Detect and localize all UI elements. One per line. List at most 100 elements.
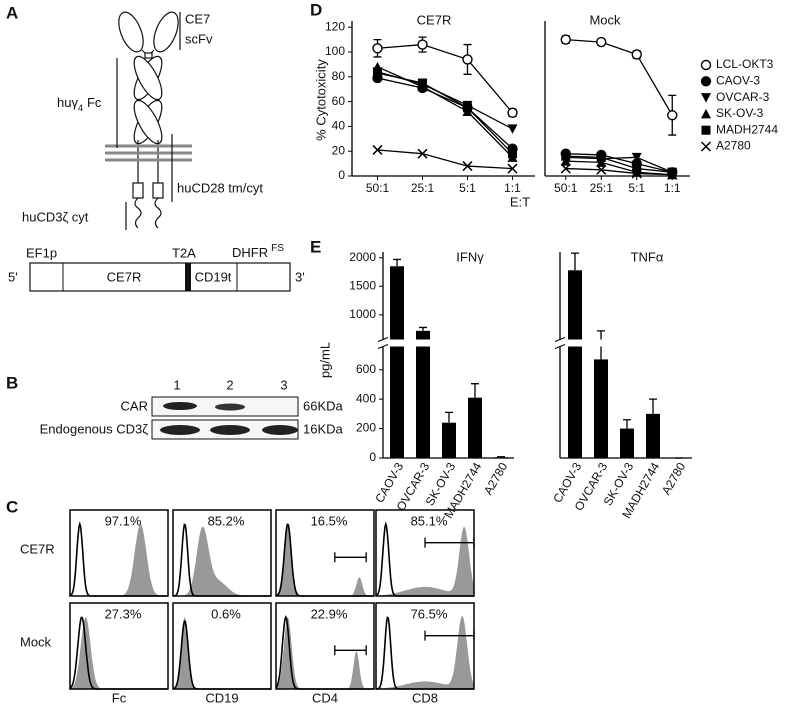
construct-label: T2A xyxy=(172,245,196,260)
marker xyxy=(463,103,472,113)
axis-break xyxy=(554,339,692,347)
error-bar xyxy=(623,419,631,429)
legend-label: MADH2744 xyxy=(716,122,778,136)
marker xyxy=(596,36,607,48)
chart-title: IFNγ xyxy=(456,249,484,264)
y-tick-label: 100 xyxy=(325,44,345,58)
construct-end: 3' xyxy=(295,269,305,284)
error-bar xyxy=(419,326,427,331)
column-label: CD8 xyxy=(412,690,438,705)
marker xyxy=(596,164,607,175)
row-label: CE7R xyxy=(20,541,55,556)
y-tick-label: 200 xyxy=(356,421,376,435)
break-mark xyxy=(377,337,389,349)
y-tick-label: 2000 xyxy=(349,250,376,264)
construct-end: 5' xyxy=(8,269,18,284)
percent: 0.6% xyxy=(211,606,241,621)
bar xyxy=(416,330,430,458)
marker xyxy=(667,167,677,177)
x-axis-label: E:T xyxy=(510,194,530,209)
percent: 85.1% xyxy=(411,513,448,528)
histogram-fill xyxy=(70,524,168,596)
x-tick-label: 5:1 xyxy=(628,181,645,195)
y-tick-label: 400 xyxy=(356,391,376,405)
histogram-fill xyxy=(173,617,271,689)
bar xyxy=(568,270,582,458)
domain-label: huCD28 tm/cyt xyxy=(177,180,263,195)
flow-box xyxy=(69,602,169,690)
x-tick-label: 1:1 xyxy=(664,181,681,195)
histogram-fill xyxy=(376,526,474,596)
blot-row-label: CAR xyxy=(121,398,148,413)
construct-segment: CE7R xyxy=(107,269,142,284)
panel-label: C xyxy=(6,497,18,516)
series-line xyxy=(377,149,513,170)
marker xyxy=(560,163,571,174)
marker xyxy=(507,124,518,134)
y-tick-label: 60 xyxy=(332,94,346,108)
brackets xyxy=(116,12,181,230)
marker xyxy=(667,110,678,121)
row-label: Mock xyxy=(20,634,52,649)
legend-marker xyxy=(700,76,712,87)
series-line xyxy=(377,71,513,130)
x-tick-label: 25:1 xyxy=(411,181,435,195)
chart-title: CE7R xyxy=(417,12,452,27)
marker xyxy=(372,43,383,54)
y-axis-label: pg/mL xyxy=(317,342,332,378)
marker xyxy=(560,34,571,45)
marker xyxy=(372,144,383,155)
legend-marker xyxy=(701,93,711,103)
legend-label: OVCAR-3 xyxy=(716,90,770,104)
panel-label: E xyxy=(310,237,321,256)
flow-box xyxy=(275,602,375,690)
flow-box xyxy=(275,509,375,597)
domain-label: huγ4 Fc xyxy=(57,95,102,113)
legend-marker xyxy=(700,141,712,152)
x-tick-label: 50:1 xyxy=(554,181,578,195)
marker xyxy=(508,149,517,159)
series-line xyxy=(565,155,673,173)
domain-label: CE7 xyxy=(185,11,210,26)
y-tick-label: 1500 xyxy=(349,278,376,292)
error-bar xyxy=(445,411,453,423)
marker xyxy=(632,164,642,174)
bar xyxy=(646,413,660,458)
series-line xyxy=(377,66,513,158)
car-diagram xyxy=(118,11,179,229)
marker xyxy=(631,49,642,60)
legend-label: LCL-OKT3 xyxy=(716,57,774,71)
break-mark xyxy=(554,337,566,349)
marker xyxy=(417,148,428,159)
column-label: CD19 xyxy=(205,690,238,705)
blot-size: 16KDa xyxy=(303,421,344,436)
bar xyxy=(390,266,404,458)
marker xyxy=(596,152,606,162)
label-sup: FS xyxy=(271,243,284,254)
series-line xyxy=(377,77,513,150)
legend-marker xyxy=(700,59,712,71)
percent: 22.9% xyxy=(311,606,348,621)
error-bar xyxy=(571,252,579,271)
label-part: huγ xyxy=(57,95,78,110)
gate xyxy=(334,645,367,656)
histogram-fill xyxy=(173,526,271,596)
construct-label: DHFR FS xyxy=(232,243,284,260)
construct xyxy=(29,262,291,292)
marker xyxy=(417,39,428,50)
series-line xyxy=(565,153,673,173)
error-bar xyxy=(393,258,401,267)
panel-label: A xyxy=(6,3,18,22)
histogram-fill xyxy=(276,617,374,689)
chart-title: TNFα xyxy=(631,249,664,264)
marker xyxy=(507,107,518,118)
label-part: DHFR xyxy=(232,245,268,260)
bar xyxy=(594,359,608,458)
error-bar xyxy=(649,398,657,414)
bar xyxy=(442,422,456,458)
domain-label: huCD3ζ cyt xyxy=(22,209,89,224)
flow-box xyxy=(375,602,475,690)
percent: 85.2% xyxy=(208,513,245,528)
percent: 76.5% xyxy=(411,606,448,621)
y-tick-label: 20 xyxy=(332,143,346,157)
